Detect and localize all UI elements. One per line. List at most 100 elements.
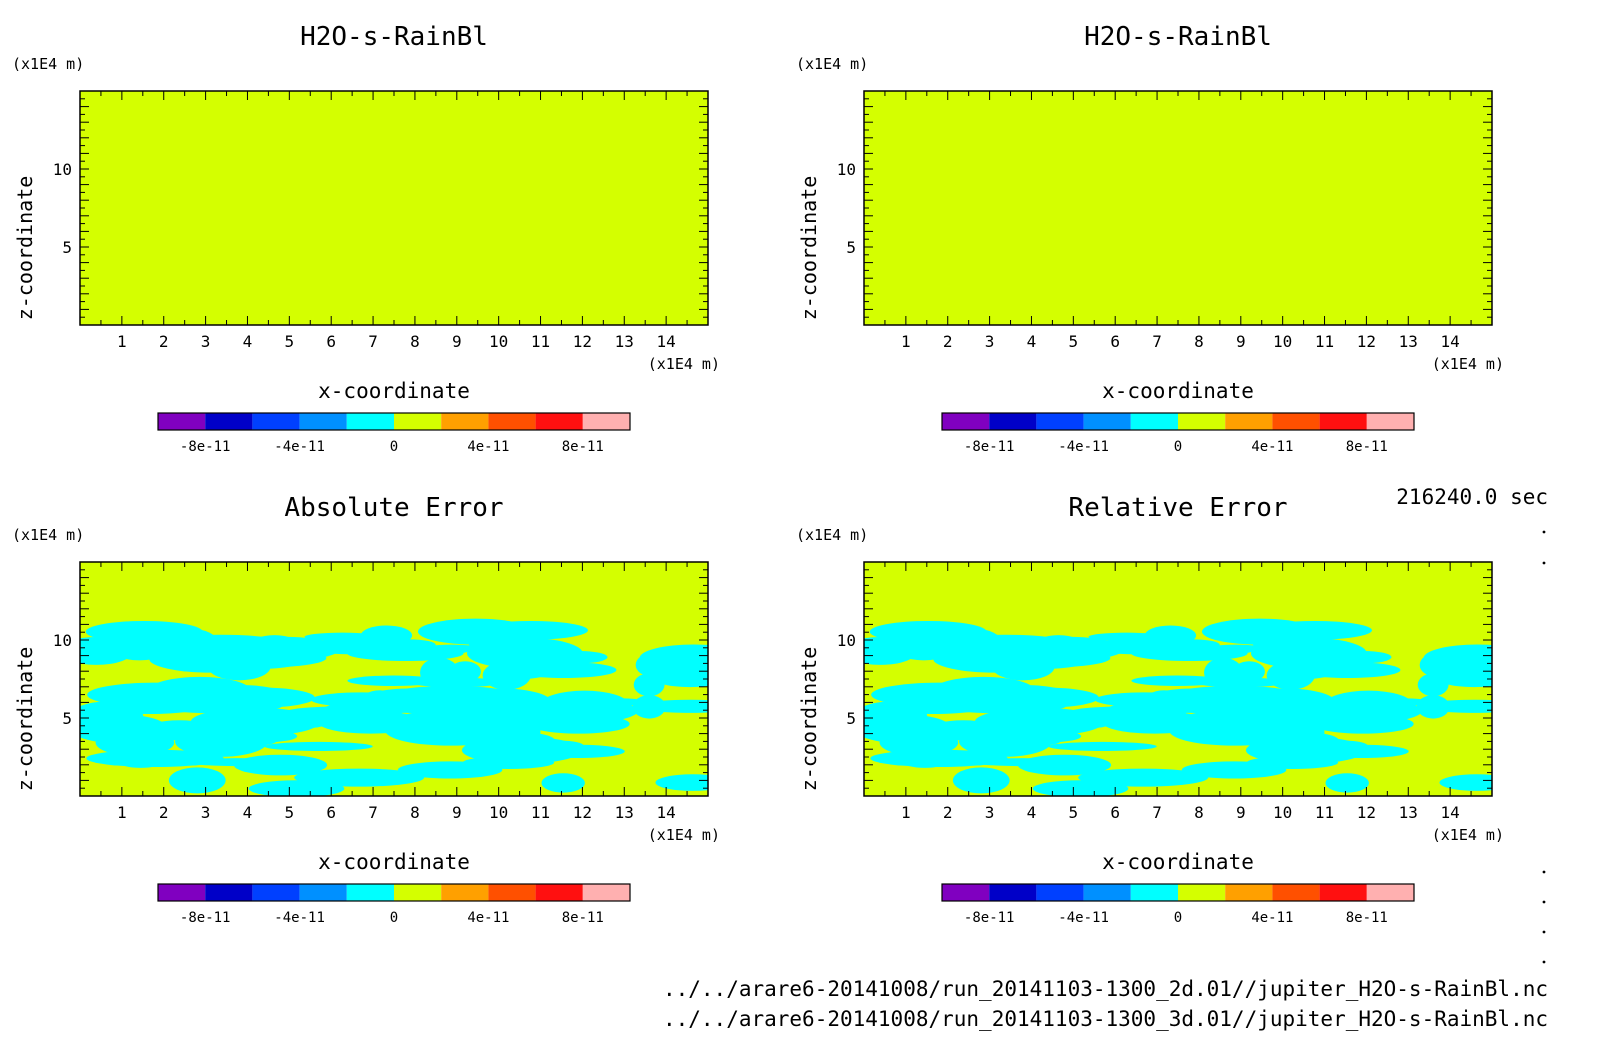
x-tick-label: 4 [1027, 803, 1037, 822]
plot-title: H2O-s-RainBl [1084, 22, 1272, 52]
anomaly-region [1150, 628, 1186, 653]
x-tick-label: 14 [1441, 803, 1460, 822]
y-axis-label: z-coordinate [797, 176, 821, 321]
anomaly-region [1048, 741, 1157, 752]
x-tick-label: 14 [657, 332, 676, 351]
anomaly-region [85, 620, 203, 643]
anomaly-region [400, 686, 502, 696]
x-tick-label: 3 [201, 803, 211, 822]
anomaly-region [264, 741, 373, 752]
x-axis-label: x-coordinate [318, 850, 470, 874]
colorbar: -8e-11 -4e-11 0 4e-11 8e-11 [941, 883, 1415, 926]
panel-2: H2O-s-RainBl(x1E4 m)1 2 3 4 5 6 7 8 9 10 11 12 13 145… [796, 22, 1504, 455]
x-tick-label: 5 [285, 803, 295, 822]
anomaly-region [632, 695, 666, 719]
colorbar-tick-label: -4e-11 [1058, 439, 1109, 455]
colorbar-swatch [1130, 884, 1178, 901]
anomaly-region [1271, 668, 1330, 680]
x-tick-label: 12 [573, 803, 592, 822]
anomaly-region [552, 650, 608, 664]
colorbar-swatch [1272, 884, 1320, 901]
field-background [80, 91, 708, 325]
anomaly-region [527, 714, 630, 734]
colorbar-swatch [441, 413, 489, 430]
colorbar-swatch [1036, 413, 1084, 430]
field-anomalies [864, 618, 1492, 796]
x-tick-label: 10 [489, 332, 508, 351]
colorbar-swatch [1178, 413, 1226, 430]
x-tick-label: 6 [1110, 803, 1120, 822]
x-tick-label: 11 [1315, 803, 1334, 822]
anomaly-region [541, 773, 585, 793]
colorbar-tick-label: 4e-11 [1251, 910, 1293, 926]
colorbar-swatch [1225, 884, 1273, 901]
anomaly-region [1131, 675, 1223, 687]
x-tick-label: 4 [243, 332, 253, 351]
colorbar: -8e-11 -4e-11 0 4e-11 8e-11 [941, 412, 1415, 455]
panel-4: Relative Error(x1E4 m)1 2 3 4 5 6 7 8 9 10 11 12 13 1… [796, 493, 1504, 926]
anomaly-region [1311, 714, 1414, 734]
x-tick-label: 11 [531, 332, 550, 351]
y-unit-label: (x1E4 m) [12, 55, 84, 73]
x-axis-label: x-coordinate [1102, 379, 1254, 403]
colorbar-swatch [394, 413, 442, 430]
x-tick-label: 5 [1069, 803, 1079, 822]
anomaly-region [206, 687, 315, 708]
colorbar-tick-label: 8e-11 [1346, 910, 1388, 926]
x-tick-label: 7 [368, 803, 378, 822]
y-tick-label: 5 [62, 709, 72, 728]
stray-dots [1542, 530, 1546, 964]
y-tick-label: 5 [62, 238, 72, 257]
x-tick-label: 11 [531, 803, 550, 822]
x-tick-label: 2 [159, 332, 169, 351]
colorbar-swatch [205, 413, 253, 430]
anomaly-region [952, 767, 1010, 794]
anomaly-region [366, 628, 402, 653]
anomaly-region [234, 733, 274, 746]
x-tick-label: 2 [159, 803, 169, 822]
x-tick-label: 8 [410, 803, 420, 822]
colorbar-swatch [1036, 884, 1084, 901]
anomaly-region [1250, 734, 1297, 745]
colorbar-swatch [989, 884, 1037, 901]
anomaly-region [583, 698, 649, 707]
anomaly-region [1201, 618, 1318, 645]
colorbar-swatch [1366, 413, 1414, 430]
x-tick-label: 3 [985, 332, 995, 351]
x-tick-label: 5 [285, 332, 295, 351]
anomaly-region [977, 715, 1059, 736]
colorbar-tick-label: 8e-11 [562, 910, 604, 926]
x-tick-label: 10 [1273, 803, 1292, 822]
colorbar-swatch [394, 884, 442, 901]
x-tick-label: 13 [1399, 803, 1418, 822]
colorbar-swatch [346, 884, 394, 901]
colorbar-frame [157, 883, 631, 902]
colorbar-tick-label: -4e-11 [274, 439, 325, 455]
x-axis-label: x-coordinate [318, 379, 470, 403]
colorbar-swatch [299, 884, 347, 901]
x-tick-label: 13 [615, 332, 634, 351]
anomaly-region [990, 687, 1099, 708]
anomaly-region [1430, 673, 1492, 685]
x-tick-label: 4 [243, 803, 253, 822]
y-tick-label: 10 [837, 631, 856, 650]
colorbar-tick-label: -8e-11 [180, 439, 231, 455]
x-axis-label: x-coordinate [1102, 850, 1254, 874]
x-tick-label: 6 [326, 332, 336, 351]
x-tick-label: 9 [1236, 803, 1246, 822]
anomaly-region [537, 740, 584, 751]
x-unit-label: (x1E4 m) [648, 355, 720, 373]
colorbar-swatch [158, 413, 206, 430]
colorbar-tick-label: -4e-11 [1058, 910, 1109, 926]
anomaly-region [1367, 698, 1433, 707]
x-tick-label: 10 [489, 803, 508, 822]
anomaly-region [86, 749, 224, 767]
colorbar-swatch [488, 884, 536, 901]
colorbar-swatch [582, 413, 630, 430]
tick-marks [863, 561, 1493, 797]
colorbar-swatch [1272, 413, 1320, 430]
anomaly-region [275, 712, 332, 729]
anomaly-region [869, 730, 991, 741]
anomaly-region [655, 774, 708, 791]
colorbar-tick-label: 8e-11 [1346, 439, 1388, 455]
